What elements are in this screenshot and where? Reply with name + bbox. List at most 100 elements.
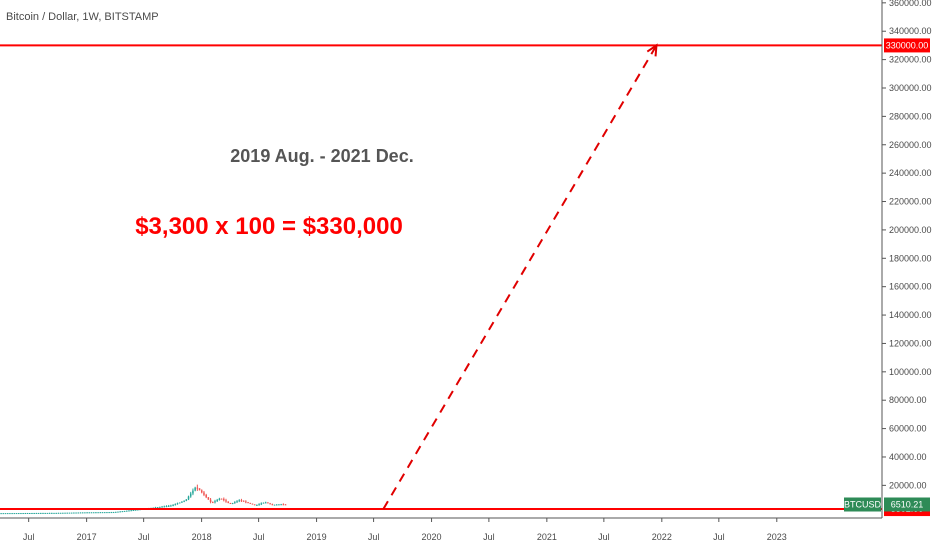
candle-body xyxy=(128,510,130,512)
candle-body xyxy=(24,513,27,515)
x-tick-label: Jul xyxy=(138,532,150,542)
x-tick-label: 2018 xyxy=(192,532,212,542)
candle-body xyxy=(220,498,223,500)
candle-body xyxy=(234,502,236,504)
candle-body xyxy=(106,512,108,514)
candle-body xyxy=(73,512,75,514)
period-annotation[interactable]: 2019 Aug. - 2021 Dec. xyxy=(230,146,413,166)
candle-body xyxy=(189,493,192,497)
candle-body xyxy=(95,512,97,514)
candle-body xyxy=(236,501,238,503)
candle-body xyxy=(6,513,9,515)
candle-body xyxy=(119,511,121,513)
candle-body xyxy=(183,500,185,502)
candle-body xyxy=(59,512,62,514)
candle-body xyxy=(192,490,194,494)
candle-body xyxy=(264,502,267,504)
candle-body xyxy=(132,510,135,512)
candle-body xyxy=(205,494,207,498)
candle-body xyxy=(13,513,16,515)
candle-body xyxy=(167,505,170,507)
symbol-title[interactable]: Bitcoin / Dollar, 1W, BITSTAMP xyxy=(6,11,159,23)
candle-body xyxy=(110,512,113,514)
candle-body xyxy=(15,513,18,515)
candle-body xyxy=(262,502,265,504)
candle-body xyxy=(22,513,24,515)
candle-body xyxy=(159,506,161,508)
level-badge xyxy=(884,38,930,53)
candle-body xyxy=(214,501,216,503)
level-badge-label: 330000.00 xyxy=(886,40,929,50)
candle-body xyxy=(231,503,234,505)
candle-body xyxy=(130,510,132,512)
y-tick-label: 180000.00 xyxy=(889,253,932,263)
candle-body xyxy=(55,512,57,514)
candle-body xyxy=(218,498,221,500)
arrow-layer xyxy=(382,43,658,510)
y-tick-label: 220000.00 xyxy=(889,197,932,207)
candle-body xyxy=(35,512,38,514)
candle-body xyxy=(123,510,126,512)
candle-body xyxy=(223,498,225,501)
candle-body xyxy=(64,512,66,514)
candle-body xyxy=(161,506,163,508)
candle-body xyxy=(260,503,263,505)
candle-body xyxy=(227,501,229,503)
forecast-arrow-head xyxy=(646,43,658,57)
y-tick-label: 80000.00 xyxy=(889,395,927,405)
candle-body xyxy=(273,504,276,506)
candles-layer xyxy=(0,484,287,515)
candle-body xyxy=(240,500,243,502)
candle-body xyxy=(42,512,44,514)
current-price-badge xyxy=(884,497,930,512)
candle-body xyxy=(256,504,258,506)
candle-body xyxy=(126,510,128,512)
candle-body xyxy=(242,500,245,502)
x-tick-label: Jul xyxy=(713,532,725,542)
candle-body xyxy=(156,507,159,509)
candle-body xyxy=(117,511,119,513)
candle-body xyxy=(70,512,73,514)
candle-body xyxy=(207,497,210,500)
y-tick-label: 200000.00 xyxy=(889,225,932,235)
candle-body xyxy=(258,504,260,506)
y-tick-label: 320000.00 xyxy=(889,55,932,65)
x-tick-label: Jul xyxy=(368,532,380,542)
candle-body xyxy=(154,507,157,509)
x-tick-label: 2021 xyxy=(537,532,557,542)
candle-body xyxy=(31,512,33,514)
candle-body xyxy=(284,504,287,506)
candle-body xyxy=(114,511,117,513)
x-axis-ticks: Jul 2017 Jul 2018 Jul 2019 Jul 2020 Jul 2021 Jul 20… xyxy=(23,518,787,542)
current-price-label: 6510.21 xyxy=(891,500,924,510)
candle-body xyxy=(62,512,64,514)
y-axis-ticks: 20000.00 40000.00 60000.00 80000.00 100000.0… xyxy=(882,0,932,490)
candle-body xyxy=(271,504,274,506)
candle-body xyxy=(212,502,214,504)
candle-body xyxy=(112,512,115,514)
candle-body xyxy=(209,499,212,503)
y-tick-label: 280000.00 xyxy=(889,111,932,121)
symbol-badge xyxy=(844,497,881,512)
y-tick-label: 40000.00 xyxy=(889,452,927,462)
y-tick-label: 140000.00 xyxy=(889,310,932,320)
candle-body xyxy=(247,502,249,504)
candle-body xyxy=(33,512,35,514)
candle-body xyxy=(200,490,203,493)
candle-body xyxy=(92,512,95,514)
candle-body xyxy=(48,512,51,514)
formula-annotation[interactable]: $3,300 x 100 = $330,000 xyxy=(135,213,403,240)
x-tick-label: Jul xyxy=(483,532,495,542)
candle-body xyxy=(77,512,80,514)
y-tick-label: 300000.00 xyxy=(889,83,932,93)
candle-body xyxy=(172,504,174,506)
y-tick-label: 160000.00 xyxy=(889,282,932,292)
x-tick-label: 2023 xyxy=(767,532,787,542)
candle-body xyxy=(26,513,29,515)
candle-body xyxy=(53,512,55,514)
candle-body xyxy=(51,512,53,514)
candle-body xyxy=(90,512,93,514)
candle-body xyxy=(37,512,40,514)
